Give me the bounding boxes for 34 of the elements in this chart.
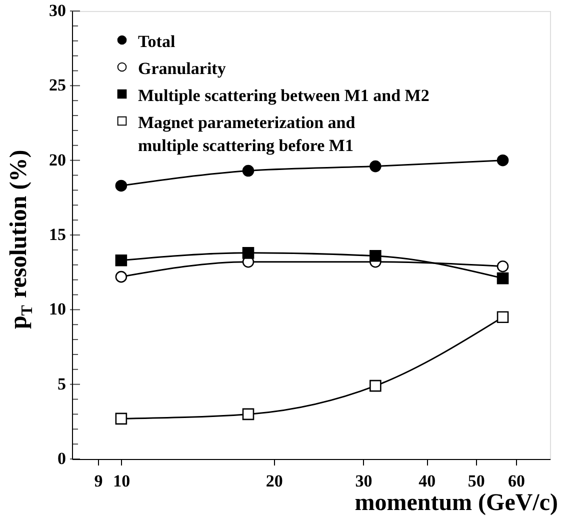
x-tick-label: 60 [508,472,526,490]
point [370,380,382,392]
x-tick-label: 20 [266,472,283,490]
x-tick-label: 10 [113,472,130,490]
legend-label: Granularity [138,59,226,78]
y-tick-label: 30 [49,1,66,20]
point [115,254,128,266]
point [370,160,382,172]
point [242,247,254,259]
x-tick-label: 40 [418,472,436,490]
x-axis-title: momentum (GeV/c) [354,490,558,516]
y-tick-label: 25 [49,76,66,95]
x-tick-label: 9 [94,472,103,490]
point [496,154,509,166]
point [496,311,509,324]
legend-label: Magnet parameterization and multiple scattering before M1 [138,113,356,155]
point [242,164,254,177]
point [496,260,509,272]
y-tick-label: 10 [49,300,66,319]
point [370,250,382,262]
point [496,272,509,284]
y-tick-label: 5 [58,374,66,394]
y-tick-label: 20 [49,150,66,170]
y-tick-label: 15 [49,225,66,244]
y-tick-label: 0 [58,449,66,468]
point [115,270,128,283]
y-axis-title: pT resolution (%) [6,150,36,329]
x-tick-label: 30 [355,472,372,490]
legend-label: Total [138,32,176,51]
legend-label: Multiple scattering between M1 and M2 [138,86,430,105]
point [115,412,128,425]
point [242,408,254,420]
point [115,180,128,192]
x-tick-label: 50 [468,472,485,490]
